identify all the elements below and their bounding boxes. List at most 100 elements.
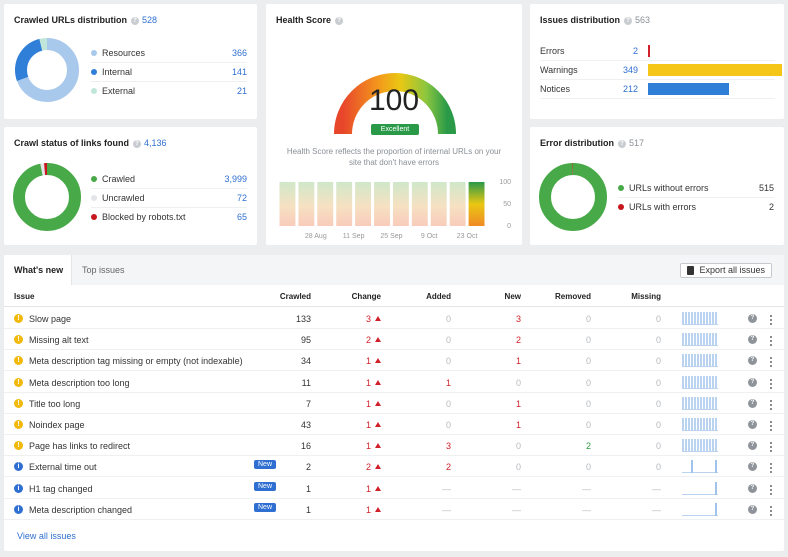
help-icon[interactable]: ?: [748, 314, 757, 323]
help-icon[interactable]: ?: [748, 441, 757, 451]
added-value[interactable]: —: [442, 483, 451, 494]
legend-row[interactable]: Internal 141: [91, 63, 247, 82]
more-options-icon[interactable]: [770, 335, 773, 347]
issues-distribution-row[interactable]: Errors 2: [540, 42, 775, 61]
crawled-value[interactable]: 43: [300, 420, 311, 430]
added-value[interactable]: 2: [445, 462, 451, 473]
health-history-bar[interactable]: [392, 182, 409, 226]
health-history-bar[interactable]: [355, 182, 372, 226]
issues-distribution-value[interactable]: 2: [632, 46, 638, 56]
table-row[interactable]: i H1 tag changed New 1 1 — — — —?: [4, 478, 784, 499]
issue-name[interactable]: Meta description tag missing or empty (n…: [29, 356, 243, 367]
missing-value[interactable]: 0: [655, 398, 661, 409]
health-history-bar[interactable]: [298, 182, 315, 226]
table-row[interactable]: ! Noindex page 43 1 0 1 0 0?: [4, 414, 784, 435]
more-options-icon[interactable]: [770, 462, 773, 474]
legend-row[interactable]: URLs without errors 515: [618, 179, 774, 198]
issue-name[interactable]: Title too long: [29, 398, 81, 409]
legend-row[interactable]: URLs with errors 2: [618, 198, 774, 217]
added-value[interactable]: 0: [445, 420, 451, 430]
added-value[interactable]: 0: [445, 398, 451, 409]
help-icon[interactable]: ?: [748, 356, 757, 366]
crawled-value[interactable]: 2: [305, 462, 311, 473]
issues-distribution-value[interactable]: 349: [622, 65, 638, 75]
col-removed[interactable]: Removed: [554, 292, 591, 301]
more-options-icon[interactable]: [770, 441, 773, 453]
more-options-icon[interactable]: [770, 505, 773, 517]
removed-value[interactable]: 0: [585, 377, 591, 388]
crawl-status-count[interactable]: 4,136: [144, 138, 167, 148]
issue-name[interactable]: External time out: [29, 462, 97, 473]
issue-name[interactable]: Page has links to redirect: [29, 441, 131, 452]
legend-value[interactable]: 65: [236, 212, 247, 222]
crawled-urls-count[interactable]: 528: [142, 15, 158, 25]
crawled-value[interactable]: 1: [305, 483, 311, 494]
crawled-value[interactable]: 1: [305, 504, 311, 515]
col-missing[interactable]: Missing: [631, 292, 661, 301]
issue-name[interactable]: Meta description changed: [29, 504, 133, 515]
missing-value[interactable]: 0: [655, 462, 661, 473]
crawled-value[interactable]: 95: [300, 335, 311, 346]
new-value[interactable]: —: [512, 483, 521, 494]
added-value[interactable]: 3: [445, 441, 451, 452]
missing-value[interactable]: —: [652, 504, 661, 515]
missing-value[interactable]: 0: [655, 314, 661, 324]
export-all-issues-button[interactable]: Export all issues: [680, 263, 772, 278]
table-row[interactable]: ! Meta description too long 11 1 1 0 0 0?: [4, 372, 784, 393]
donut-slice-blocked-by-robots-txt[interactable]: [13, 163, 81, 231]
table-row[interactable]: i Meta description changed New 1 1 — — — —?: [4, 499, 784, 520]
col-new[interactable]: New: [504, 292, 521, 301]
legend-value[interactable]: 72: [236, 193, 247, 203]
new-value[interactable]: 1: [515, 398, 521, 409]
added-value[interactable]: 1: [445, 377, 451, 388]
legend-row[interactable]: Resources 366: [91, 44, 247, 63]
issue-name[interactable]: Slow page: [29, 314, 72, 324]
legend-row[interactable]: External 21: [91, 82, 247, 101]
more-options-icon[interactable]: [770, 314, 773, 326]
missing-value[interactable]: 0: [655, 335, 661, 346]
help-icon[interactable]: ?: [748, 398, 757, 408]
crawled-value[interactable]: 133: [295, 314, 311, 324]
tab-top-issues[interactable]: Top issues: [72, 255, 140, 285]
issue-name[interactable]: H1 tag changed: [29, 483, 93, 494]
health-history-bar[interactable]: [279, 182, 296, 226]
new-value[interactable]: 1: [515, 356, 521, 367]
help-icon[interactable]: ?: [624, 17, 633, 25]
help-icon[interactable]: ?: [748, 377, 757, 387]
table-row[interactable]: ! Slow page 133 3 0 3 0 0?: [4, 308, 784, 329]
more-options-icon[interactable]: [770, 420, 773, 432]
donut-slice-external[interactable]: [15, 38, 79, 102]
help-icon[interactable]: ?: [131, 17, 140, 25]
issue-name[interactable]: Missing alt text: [29, 335, 89, 346]
removed-value[interactable]: 0: [585, 335, 591, 346]
removed-value[interactable]: 0: [585, 356, 591, 367]
new-value[interactable]: 3: [515, 314, 521, 324]
removed-value[interactable]: —: [582, 483, 591, 494]
crawled-value[interactable]: 34: [300, 356, 311, 367]
health-history-bar[interactable]: [468, 182, 485, 226]
donut-slice-urls-with-errors[interactable]: [539, 163, 607, 231]
help-icon[interactable]: ?: [618, 140, 626, 148]
crawled-value[interactable]: 11: [301, 377, 311, 388]
issues-distribution-value[interactable]: 212: [622, 84, 638, 94]
health-history-bar[interactable]: [317, 182, 334, 226]
col-crawled[interactable]: Crawled: [279, 292, 311, 301]
col-change[interactable]: Change: [351, 292, 381, 301]
legend-value[interactable]: 366: [231, 48, 247, 58]
missing-value[interactable]: 0: [655, 377, 661, 388]
health-history-bar[interactable]: [430, 182, 447, 226]
new-value[interactable]: 0: [515, 377, 521, 388]
help-icon[interactable]: ?: [748, 420, 757, 429]
tab-whats-new[interactable]: What's new: [4, 255, 72, 285]
health-history-bar[interactable]: [449, 182, 466, 226]
removed-value[interactable]: 0: [585, 398, 591, 409]
donut-slice-crawled[interactable]: [13, 163, 81, 231]
new-value[interactable]: 2: [515, 335, 521, 346]
missing-value[interactable]: 0: [655, 441, 661, 452]
donut-slice-urls-without-errors[interactable]: [539, 163, 607, 231]
legend-value[interactable]: 21: [236, 86, 247, 96]
added-value[interactable]: 0: [445, 356, 451, 367]
legend-value[interactable]: 141: [231, 67, 247, 77]
crawled-value[interactable]: 16: [300, 441, 311, 452]
col-issue[interactable]: Issue: [14, 292, 35, 301]
